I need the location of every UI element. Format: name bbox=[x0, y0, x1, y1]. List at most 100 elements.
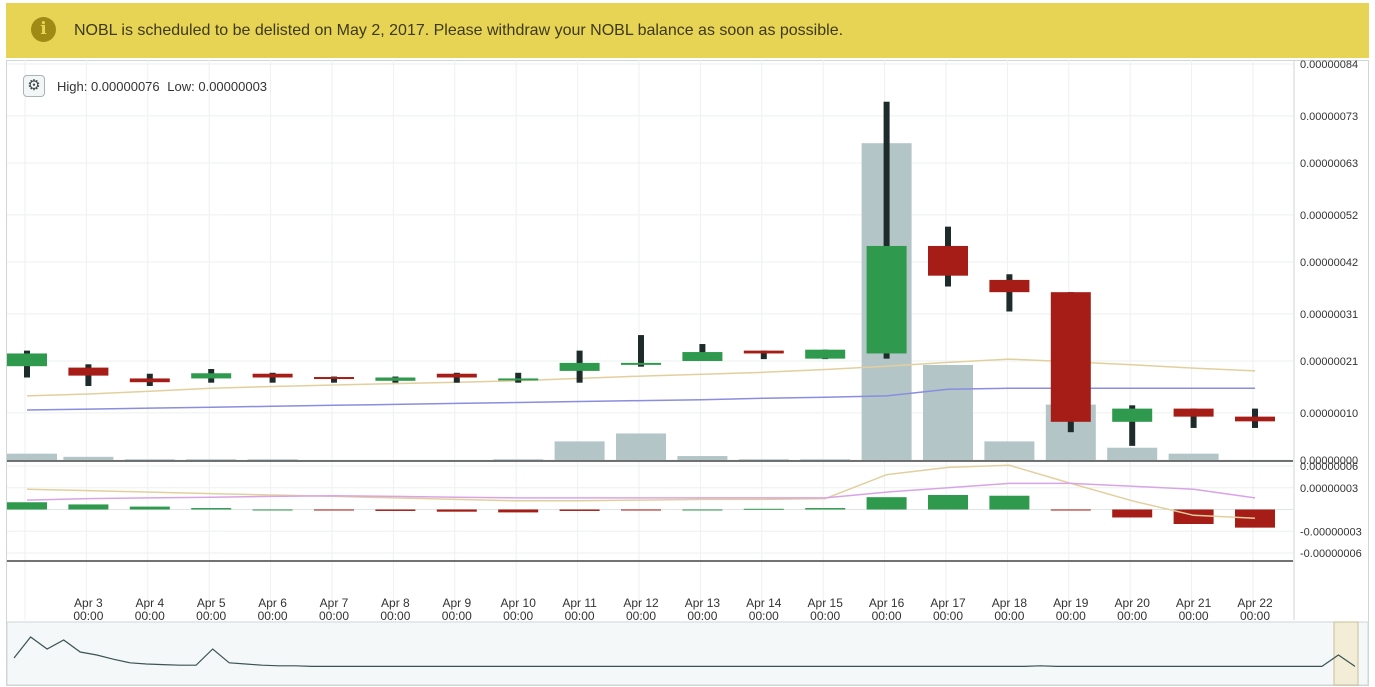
indicator-tick-label: -0.00000006 bbox=[1300, 548, 1362, 560]
x-tick-date-label: Apr 17 bbox=[930, 596, 966, 610]
price-tick-label: 0.00000031 bbox=[1300, 309, 1358, 321]
price-tick-label: 0.00000000 bbox=[1300, 455, 1358, 467]
macd-histogram-bar bbox=[129, 506, 170, 510]
candle-body bbox=[805, 349, 846, 359]
candle-body bbox=[928, 245, 968, 276]
candle-wick bbox=[1006, 274, 1013, 312]
low-value: Low: 0.00000003 bbox=[167, 79, 268, 94]
x-tick-time-label: 00:00 bbox=[73, 609, 103, 623]
candle-body bbox=[1173, 408, 1214, 417]
navigator-selection bbox=[1333, 621, 1359, 686]
candle-body bbox=[7, 353, 47, 367]
candle-wick bbox=[1190, 408, 1197, 428]
candle-body bbox=[682, 352, 723, 361]
macd-histogram-bar bbox=[805, 508, 846, 510]
price-tick-label: 0.00000021 bbox=[1300, 356, 1358, 368]
candle-wick bbox=[760, 350, 767, 360]
x-tick-time-label: 00:00 bbox=[380, 609, 410, 623]
macd-histogram-bar bbox=[989, 495, 1030, 510]
candle-body bbox=[252, 373, 293, 378]
x-tick-time-label: 00:00 bbox=[933, 609, 963, 623]
candle-wick bbox=[515, 372, 522, 383]
x-tick-time-label: 00:00 bbox=[994, 609, 1024, 623]
candle-body bbox=[68, 367, 109, 376]
x-tick-date-label: Apr 18 bbox=[992, 596, 1028, 610]
x-tick-time-label: 00:00 bbox=[687, 609, 717, 623]
volume-bar bbox=[124, 459, 175, 460]
macd-histogram-bar bbox=[375, 509, 416, 511]
chart-panel[interactable] bbox=[6, 60, 1369, 686]
candle-body bbox=[129, 378, 170, 383]
candle-wick bbox=[269, 372, 276, 383]
candle-body bbox=[559, 362, 600, 371]
x-tick-time-label: 00:00 bbox=[749, 609, 779, 623]
volume-bar bbox=[616, 433, 666, 460]
macd-histogram-bar bbox=[314, 509, 354, 511]
x-tick-date-label: Apr 22 bbox=[1237, 596, 1273, 610]
volume-bar bbox=[923, 364, 973, 460]
price-tick-label: 0.00000084 bbox=[1300, 59, 1358, 71]
macd-histogram-bar bbox=[743, 508, 784, 510]
macd-histogram-bar bbox=[1050, 509, 1091, 511]
price-tick-label: 0.00000042 bbox=[1300, 257, 1358, 269]
x-tick-date-label: Apr 11 bbox=[562, 596, 597, 610]
macd-histogram-bar bbox=[1235, 509, 1275, 528]
volume-bar bbox=[677, 456, 728, 460]
macd-signal-line bbox=[26, 482, 1256, 501]
x-tick-time-label: 00:00 bbox=[565, 609, 595, 623]
x-tick-date-label: Apr 15 bbox=[808, 596, 844, 610]
volume-bar bbox=[1168, 453, 1219, 460]
macd-line bbox=[26, 464, 1256, 519]
candle-body bbox=[743, 350, 784, 354]
x-tick-date-label: Apr 6 bbox=[258, 596, 287, 610]
x-tick-date-label: Apr 21 bbox=[1176, 596, 1212, 610]
indicator-tick-label: 0.00000006 bbox=[1300, 461, 1358, 473]
gear-icon[interactable]: ⚙ bbox=[23, 75, 45, 97]
macd-histogram-bar bbox=[682, 509, 723, 511]
volume-bar bbox=[1107, 447, 1158, 460]
candle-body bbox=[375, 377, 416, 381]
candle-wick bbox=[638, 335, 644, 367]
x-tick-date-label: Apr 5 bbox=[197, 596, 226, 610]
delisting-banner: i NOBL is scheduled to be delisted on Ma… bbox=[6, 3, 1369, 58]
candle-body bbox=[1050, 292, 1091, 422]
volume-bar bbox=[247, 459, 298, 460]
x-tick-date-label: Apr 12 bbox=[623, 596, 659, 610]
x-tick-time-label: 00:00 bbox=[442, 609, 472, 623]
x-tick-time-label: 00:00 bbox=[258, 609, 288, 623]
moving-average-slow-line bbox=[26, 387, 1255, 411]
macd-histogram-bar bbox=[1112, 509, 1153, 518]
x-tick-time-label: 00:00 bbox=[196, 609, 226, 623]
macd-histogram-bar bbox=[252, 509, 293, 511]
macd-histogram-bar bbox=[866, 497, 907, 510]
volume-bar bbox=[493, 459, 544, 460]
indicator-tick-label: 0.00000003 bbox=[1300, 483, 1358, 495]
x-tick-date-label: Apr 20 bbox=[1115, 596, 1151, 610]
volume-bar bbox=[186, 459, 237, 460]
high-value: High: 0.00000076 bbox=[57, 79, 160, 94]
volume-bar bbox=[7, 453, 57, 460]
high-low-readout: High: 0.00000076 Low: 0.00000003 bbox=[57, 79, 271, 94]
candle-body bbox=[1112, 408, 1153, 422]
x-tick-time-label: 00:00 bbox=[1179, 609, 1209, 623]
candle-body bbox=[498, 378, 539, 381]
x-tick-time-label: 00:00 bbox=[872, 609, 902, 623]
candle-body bbox=[866, 245, 907, 354]
x-tick-time-label: 00:00 bbox=[810, 609, 840, 623]
volume-bar bbox=[800, 459, 851, 460]
macd-histogram-bar bbox=[191, 508, 232, 510]
info-icon: i bbox=[31, 17, 56, 42]
macd-histogram-bar bbox=[928, 495, 968, 510]
navigator-series-line bbox=[13, 636, 1356, 668]
candle-body bbox=[621, 362, 661, 365]
x-tick-date-label: Apr 13 bbox=[685, 596, 721, 610]
x-tick-time-label: 00:00 bbox=[503, 609, 533, 623]
macd-histogram-bar bbox=[559, 509, 600, 511]
x-tick-date-label: Apr 8 bbox=[381, 596, 410, 610]
x-tick-time-label: 00:00 bbox=[626, 609, 656, 623]
x-tick-time-label: 00:00 bbox=[135, 609, 165, 623]
banner-message: NOBL is scheduled to be delisted on May … bbox=[74, 22, 844, 39]
x-tick-date-label: Apr 16 bbox=[869, 596, 905, 610]
volume-bar bbox=[554, 441, 605, 460]
